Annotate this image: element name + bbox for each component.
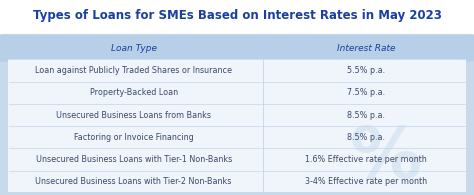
Text: Unsecured Business Loans with Tier-2 Non-Banks: Unsecured Business Loans with Tier-2 Non… xyxy=(36,177,232,186)
Text: 1.6% Effective rate per month: 1.6% Effective rate per month xyxy=(305,155,427,164)
Text: Unsecured Business Loans with Tier-1 Non-Banks: Unsecured Business Loans with Tier-1 Non… xyxy=(36,155,232,164)
Text: 3-4% Effective rate per month: 3-4% Effective rate per month xyxy=(305,177,427,186)
FancyBboxPatch shape xyxy=(0,34,474,195)
Text: 8.5% p.a.: 8.5% p.a. xyxy=(347,133,385,142)
Text: Loan against Publicly Traded Shares or Insurance: Loan against Publicly Traded Shares or I… xyxy=(35,66,232,75)
Text: Loan Type: Loan Type xyxy=(110,44,156,53)
Text: Property-Backed Loan: Property-Backed Loan xyxy=(90,88,178,97)
FancyBboxPatch shape xyxy=(0,35,474,62)
Text: Factoring or Invoice Financing: Factoring or Invoice Financing xyxy=(74,133,193,142)
Text: 7.5% p.a.: 7.5% p.a. xyxy=(347,88,385,97)
Text: 5.5% p.a.: 5.5% p.a. xyxy=(347,66,385,75)
Text: Unsecured Business Loans from Banks: Unsecured Business Loans from Banks xyxy=(56,111,211,120)
Text: Types of Loans for SMEs Based on Interest Rates in May 2023: Types of Loans for SMEs Based on Interes… xyxy=(33,9,441,22)
Text: 8.5% p.a.: 8.5% p.a. xyxy=(347,111,385,120)
Bar xyxy=(9,59,465,192)
Text: %: % xyxy=(349,124,422,193)
Text: Interest Rate: Interest Rate xyxy=(337,44,395,53)
